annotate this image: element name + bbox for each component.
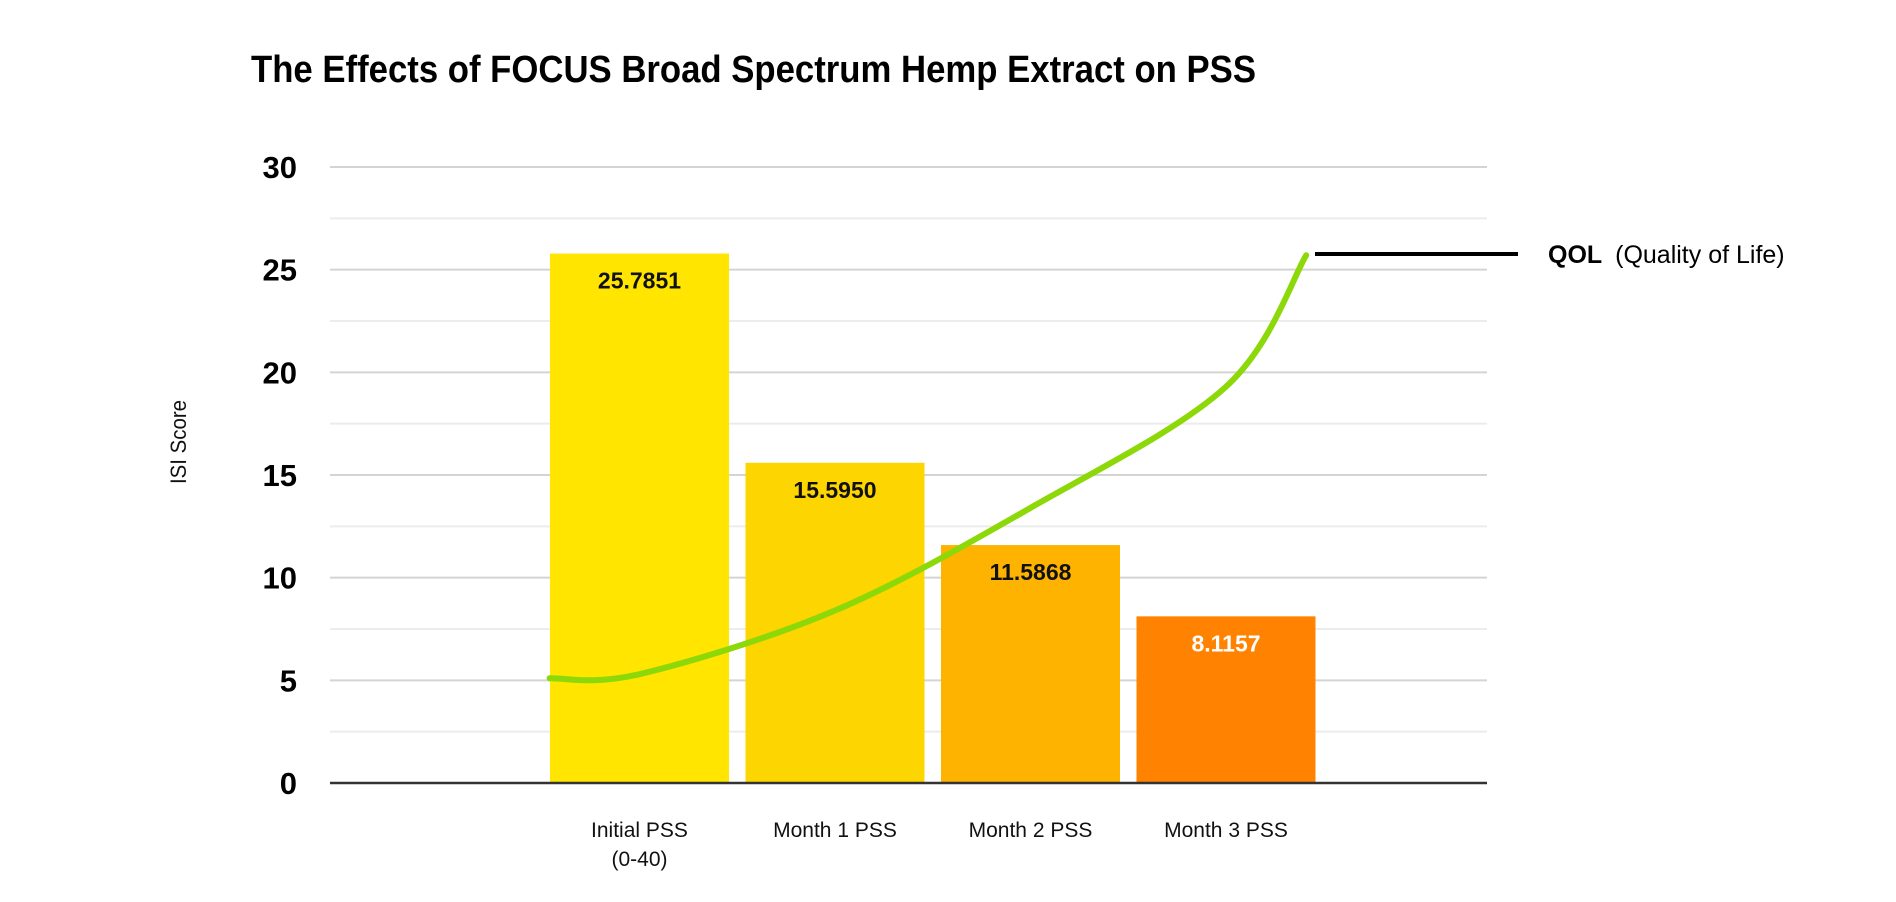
y-tick-label: 0 [280, 766, 297, 801]
bar [745, 462, 925, 783]
x-tick-label-line: Month 2 PSS [969, 819, 1093, 842]
y-tick-label: 5 [280, 663, 297, 698]
data-label: 15.5950 [793, 477, 876, 503]
bar [1136, 616, 1316, 783]
y-tick-label: 15 [263, 458, 297, 493]
y-axis-label: ISI Score [166, 400, 191, 484]
x-tick-label-line: Initial PSS [591, 819, 688, 842]
y-tick-label: 30 [263, 150, 297, 185]
data-label: 25.7851 [598, 268, 681, 294]
data-label: 8.1157 [1191, 630, 1260, 656]
x-tick-label: Month 1 PSS [773, 819, 897, 842]
bar [941, 545, 1120, 783]
data-label: 11.5868 [990, 559, 1072, 585]
qol-annotation-bold: QOL [1548, 241, 1602, 269]
x-tick-label: Initial PSS (0-40) [591, 819, 688, 871]
qol-annotation-text: (Quality of Life) [1615, 241, 1785, 269]
x-tick-label-line: Month 1 PSS [773, 819, 897, 842]
x-tick-label: Month 3 PSS [1164, 819, 1288, 842]
qol-curve [546, 252, 1310, 684]
y-tick-label: 25 [263, 253, 297, 288]
qol-annotation: QOL (Quality of Life) [1548, 241, 1785, 269]
chart-title: The Effects of FOCUS Broad Spectrum Hemp… [251, 49, 1256, 91]
bar [550, 253, 729, 783]
y-tick-label: 20 [263, 355, 297, 390]
x-tick-label-line: Month 3 PSS [1164, 819, 1288, 842]
x-tick-label-line: (0-40) [611, 848, 667, 871]
x-tick-label: Month 2 PSS [969, 819, 1093, 842]
y-tick-label: 10 [263, 561, 297, 596]
